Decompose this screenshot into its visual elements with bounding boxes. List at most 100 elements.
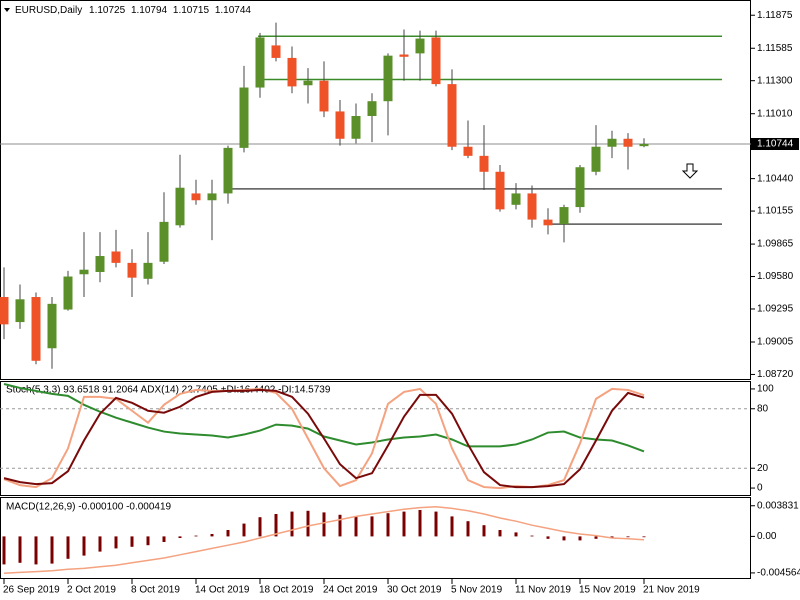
candle-body: [415, 38, 425, 54]
candle-body: [63, 276, 73, 310]
x-tick-label: 18 Oct 2019: [259, 585, 314, 596]
macd-bar: [66, 536, 70, 559]
macd-bar: [98, 536, 102, 552]
x-tick-label: 11 Nov 2019: [515, 585, 571, 596]
candle-body: [303, 80, 313, 86]
candle-body: [143, 262, 153, 279]
macd-bar: [482, 525, 486, 537]
macd-bar: [322, 512, 326, 537]
y-tick-label: 1.09295: [757, 304, 794, 315]
candle-body: [47, 303, 57, 349]
stoch-header: Stoch(5,3,3) 93.6518 91.2064 ADX(14) 22.…: [6, 385, 331, 396]
price-label: 1.10744: [757, 139, 794, 150]
x-tick-label: 5 Nov 2019: [451, 585, 503, 596]
macd-header: MACD(12,26,9) -0.000100 -0.000419: [6, 502, 172, 513]
macd-bar: [578, 536, 582, 541]
candle-body: [15, 299, 25, 323]
candle-body: [511, 193, 521, 205]
y-tick-label: 1.10155: [757, 206, 794, 217]
indicator-line: [3, 388, 645, 489]
macd-bar: [562, 536, 566, 541]
candle-body: [95, 256, 105, 272]
macd-bar: [354, 516, 358, 537]
candle-body: [639, 144, 649, 147]
signal-line: [3, 506, 645, 574]
macd-bar: [338, 514, 342, 537]
x-tick-label: 8 Oct 2019: [131, 585, 180, 596]
y-tick-label: 1.09005: [757, 337, 794, 348]
candle-body: [159, 221, 169, 262]
candle-body: [207, 193, 217, 201]
macd-bar: [242, 523, 246, 537]
y-tick-label: 80: [757, 403, 769, 414]
candle-body: [383, 55, 393, 102]
macd-bar: [210, 534, 214, 537]
y-tick-label: 1.11010: [757, 108, 793, 119]
candle-body: [543, 219, 553, 226]
stoch-panel: [0, 381, 751, 496]
candle-body: [271, 45, 281, 58]
candle-body: [31, 297, 41, 361]
y-tick-label: 100: [757, 384, 774, 395]
y-tick-label: 1.09865: [757, 239, 794, 250]
candle-body: [495, 171, 505, 210]
candle-body: [0, 297, 9, 325]
ohlc-high: 1.10794: [131, 5, 168, 16]
x-tick-label: 26 Sep 2019: [3, 585, 60, 596]
candle-body: [463, 146, 473, 156]
candle-body: [191, 193, 201, 201]
candle-body: [527, 193, 537, 220]
candle-body: [287, 57, 297, 87]
macd-panel: [0, 497, 751, 579]
macd-bar: [594, 536, 598, 539]
y-tick-label: 0.003831: [757, 500, 799, 511]
y-tick-label: 1.10440: [757, 173, 794, 184]
candle-body: [399, 54, 409, 57]
macd-bar: [306, 510, 310, 537]
macd-bar: [386, 513, 390, 537]
macd-bar: [402, 511, 406, 537]
price-box: [751, 138, 799, 151]
macd-bar: [450, 516, 454, 537]
macd-bar: [466, 521, 470, 537]
candle-body: [127, 262, 137, 278]
y-tick-label: 0: [757, 483, 763, 494]
y-tick-label: 0.00: [757, 531, 777, 542]
macd-bar: [258, 517, 262, 537]
candle-body: [79, 269, 89, 275]
menu-triangle[interactable]: [4, 8, 10, 12]
macd-bar: [290, 511, 294, 537]
ohlc-low: 1.10715: [173, 5, 210, 16]
ohlc-close: 1.10744: [215, 5, 252, 16]
candle-body: [575, 167, 585, 208]
macd-bar: [162, 536, 166, 542]
macd-bar: [178, 536, 182, 538]
macd-bar: [194, 535, 198, 537]
candle-body: [351, 115, 361, 139]
candle-body: [607, 138, 617, 147]
y-tick-label: 1.11300: [757, 75, 793, 86]
candle-body: [335, 111, 345, 139]
macd-bar: [114, 536, 118, 549]
plot-layer: 1.11875 1.11585 1.11300 1.11010 1.10440 1.101…: [0, 10, 800, 596]
candle-body: [479, 155, 489, 172]
macd-bar: [2, 536, 6, 565]
macd-bar: [226, 530, 230, 537]
y-tick-label: 1.08720: [757, 369, 794, 380]
y-tick-label: 1.09580: [757, 271, 794, 282]
chart-title: EURUSD,Daily: [15, 5, 82, 16]
y-tick-label: 1.11585: [757, 43, 793, 54]
candle-body: [255, 37, 265, 88]
macd-bar: [34, 536, 38, 565]
sell-arrow: [681, 163, 699, 179]
y-tick-label: 20: [757, 463, 769, 474]
x-tick-label: 14 Oct 2019: [195, 585, 250, 596]
macd-bar: [434, 511, 438, 537]
macd-bar: [530, 535, 534, 537]
macd-bar: [498, 530, 502, 537]
macd-bar: [50, 536, 54, 564]
candle-body: [447, 84, 457, 147]
x-tick-label: 15 Nov 2019: [579, 585, 636, 596]
